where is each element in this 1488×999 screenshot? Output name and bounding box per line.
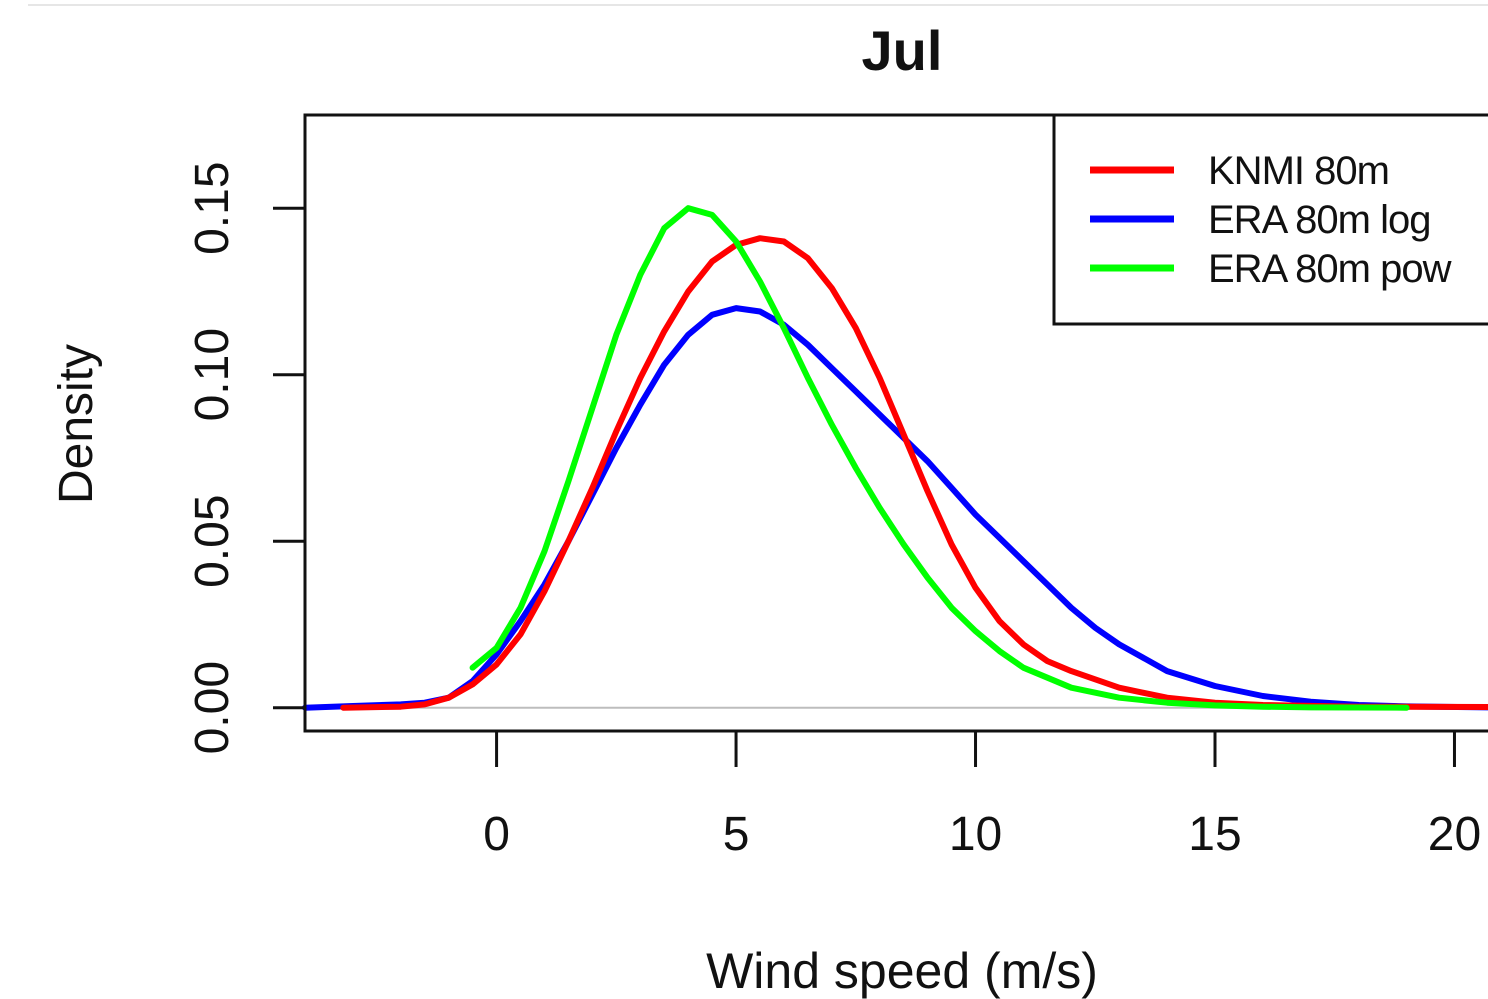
x-tick-label: 15 <box>1188 808 1241 861</box>
plot-frame <box>303 113 1488 733</box>
chart-title: Jul <box>862 19 943 82</box>
y-tick-label: 0.15 <box>186 161 239 254</box>
series-line-era-80m-pow <box>469 205 1410 711</box>
legend-label: KNMI 80m <box>1208 149 1389 193</box>
x-tick-label: 0 <box>483 808 510 861</box>
series-line-era-80m-log <box>302 305 1488 711</box>
y-tick-label: 0.00 <box>186 661 239 754</box>
x-axis-label: Wind speed (m/s) <box>706 943 1098 999</box>
y-axis-label: Density <box>50 344 103 504</box>
x-tick-label: 10 <box>949 808 1002 861</box>
x-tick-label: 20 <box>1428 808 1481 861</box>
y-tick-label: 0.05 <box>186 494 239 587</box>
series-line-knmi-80m <box>340 235 1488 711</box>
legend-label: ERA 80m log <box>1208 198 1430 242</box>
top-divider <box>28 4 1488 6</box>
legend-label: ERA 80m pow <box>1208 247 1452 291</box>
x-tick-label: 5 <box>723 808 750 861</box>
y-tick-label: 0.10 <box>186 328 239 421</box>
